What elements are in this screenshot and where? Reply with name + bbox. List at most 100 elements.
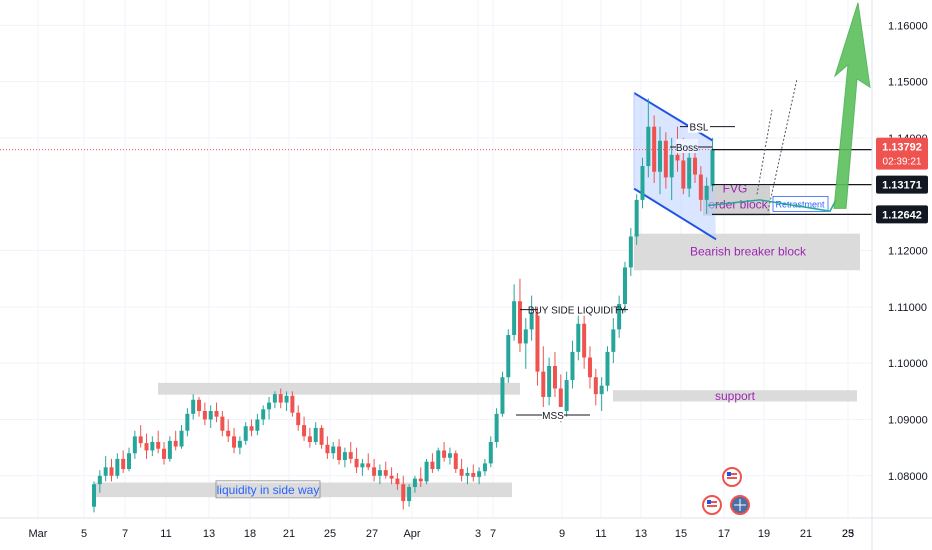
candle-body [675, 154, 680, 161]
event-icons[interactable] [702, 467, 750, 515]
candle-body [663, 140, 668, 178]
candle-body [582, 323, 587, 358]
candle-body [319, 427, 324, 445]
us-flag-calendar-icon-canton [707, 500, 711, 504]
candle-body [150, 441, 155, 451]
candle-body [138, 436, 143, 444]
candle-body [249, 426, 254, 431]
x-tick-label: 21 [283, 528, 295, 540]
candle-body [576, 323, 581, 352]
x-tick-label: 13 [635, 528, 647, 540]
candle-body [698, 174, 703, 200]
zone-rect [634, 233, 860, 271]
x-tick-label: 7 [490, 528, 496, 540]
candle-body [436, 450, 441, 470]
candle-body [103, 467, 108, 476]
x-tick-label: 21 [800, 528, 812, 540]
globe-calendar-icon-lines [734, 499, 746, 511]
candle-body [132, 436, 137, 454]
candle-body [628, 236, 633, 268]
candle-body [395, 478, 400, 485]
retracement-path [707, 199, 837, 212]
candle-body [162, 448, 167, 459]
candle-body [605, 351, 610, 386]
x-tick-label: 3 [475, 528, 481, 540]
channel-fill [634, 92, 716, 240]
y-tick-label: 1.15000 [888, 77, 928, 89]
x-tick-label: 5 [81, 528, 87, 540]
candle-body [307, 436, 312, 442]
x-tick-label: 27 [366, 528, 378, 540]
bsl-liquidity-label: BUY SIDE LIQUIDITY [528, 306, 627, 317]
candle-body [459, 469, 464, 476]
y-tick-label: 1.10000 [888, 358, 928, 370]
price-axis[interactable]: 1.160001.150001.140001.120001.110001.100… [871, 0, 928, 550]
y-tick-label: 1.16000 [888, 20, 928, 32]
bsl-label: BSL [690, 123, 709, 134]
candle-body [325, 444, 330, 454]
candle-body [500, 377, 505, 414]
candle-body [255, 419, 260, 431]
x-tick-label: 25 [842, 528, 854, 540]
candle-body [109, 467, 114, 476]
candle-body [342, 452, 347, 461]
candle-body [512, 301, 517, 336]
candle-body [407, 487, 412, 502]
candle-body [366, 463, 371, 468]
candle-body [261, 409, 266, 420]
zone-label-fvg: FVG [723, 182, 748, 196]
candle-body [127, 453, 132, 470]
candle-body [272, 394, 277, 403]
level-top-tag-bg [876, 175, 928, 194]
x-tick-label: 19 [758, 528, 770, 540]
zone-rect [613, 390, 857, 402]
us-flag-calendar-icon-stripe [727, 477, 737, 479]
candle-body [693, 157, 698, 175]
x-tick-label: 11 [160, 528, 171, 540]
y-tick-label: 1.11000 [888, 302, 927, 314]
candle-body [570, 351, 575, 381]
candle-body [599, 385, 604, 395]
candle-body [477, 471, 482, 477]
candle-body [558, 388, 563, 412]
candle-body [354, 458, 359, 468]
candle-body [412, 478, 417, 488]
candle-body [337, 446, 342, 461]
candle-body [389, 475, 394, 479]
candle-body [418, 478, 423, 482]
candle-body [284, 395, 289, 403]
candle-body [547, 365, 552, 397]
candle-body [401, 484, 406, 502]
current-price-tag: 1.13792 [882, 142, 922, 154]
candle-body [214, 411, 219, 417]
candle-body [185, 413, 190, 431]
candle-body [552, 365, 557, 389]
zone-label-liquidity: liquidity in side way [217, 483, 320, 497]
candle-body [97, 475, 102, 485]
candle-body [121, 458, 126, 470]
candle-body [173, 440, 178, 447]
x-tick-label: 9 [559, 528, 565, 540]
candle-body [267, 402, 272, 410]
candle-body [669, 154, 674, 178]
candle-body [541, 371, 546, 397]
retracement-box [772, 195, 829, 212]
candle-body [208, 411, 213, 420]
candle-body [471, 472, 476, 477]
candle-body [710, 149, 715, 186]
candle-body [657, 140, 662, 172]
candle-body [681, 160, 686, 189]
candle-body [232, 436, 237, 448]
us-flag-calendar-icon-stripe [707, 505, 717, 507]
candle-body [179, 430, 184, 447]
zone-label-box [215, 480, 321, 499]
candle-body [646, 126, 651, 167]
candle-body [360, 463, 365, 468]
x-tick-label: 11 [595, 528, 606, 540]
candle-body [704, 185, 709, 200]
candle-body [237, 440, 242, 448]
candle-body [144, 443, 149, 451]
us-flag-calendar-icon-stripe [727, 473, 737, 475]
